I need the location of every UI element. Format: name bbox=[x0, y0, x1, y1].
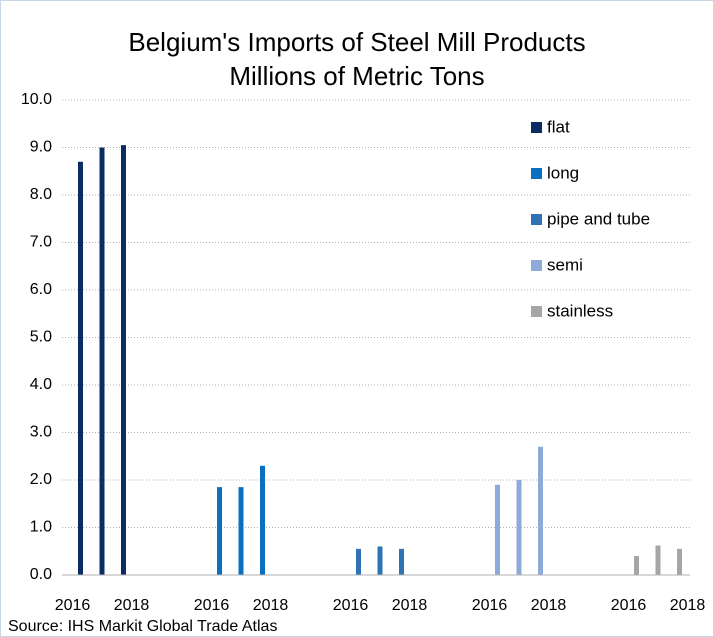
x-tick-label: 2016 bbox=[333, 597, 369, 614]
legend-label: flat bbox=[547, 117, 570, 136]
y-tick-label: 8.0 bbox=[30, 186, 52, 203]
bar bbox=[495, 484, 500, 575]
x-tick-label: 2016 bbox=[55, 597, 91, 614]
y-tick-label: 1.0 bbox=[30, 519, 52, 536]
x-tick-label: 2018 bbox=[253, 597, 289, 614]
y-tick-label: 0.0 bbox=[30, 566, 52, 583]
y-tick-label: 7.0 bbox=[30, 234, 52, 251]
x-tick-label: 2016 bbox=[472, 597, 508, 614]
legend-label: long bbox=[547, 163, 579, 182]
legend-label: stainless bbox=[547, 301, 613, 320]
legend-swatch bbox=[531, 122, 542, 133]
bar bbox=[356, 548, 361, 575]
y-tick-label: 3.0 bbox=[30, 424, 52, 441]
bar bbox=[538, 446, 543, 575]
bar bbox=[377, 546, 383, 575]
bar bbox=[634, 556, 639, 575]
chart-title: Belgium's Imports of Steel Mill Products bbox=[128, 27, 585, 57]
x-tick-label: 2018 bbox=[531, 597, 567, 614]
y-tick-label: 5.0 bbox=[30, 329, 52, 346]
bar bbox=[99, 147, 105, 575]
y-tick-label: 4.0 bbox=[30, 376, 52, 393]
source-note: Source: IHS Markit Global Trade Atlas bbox=[8, 618, 277, 635]
x-tick-label: 2016 bbox=[611, 597, 647, 614]
bar bbox=[677, 548, 682, 575]
legend-label: pipe and tube bbox=[547, 209, 650, 228]
bar bbox=[121, 145, 126, 575]
legend-label: semi bbox=[547, 255, 583, 274]
legend-swatch bbox=[531, 260, 542, 271]
legend-swatch bbox=[531, 168, 542, 179]
y-tick-label: 10.0 bbox=[21, 91, 52, 108]
bar bbox=[399, 548, 404, 575]
y-tick-label: 2.0 bbox=[30, 471, 52, 488]
bar bbox=[238, 487, 244, 575]
y-tick-label: 6.0 bbox=[30, 281, 52, 298]
x-tick-label: 2018 bbox=[392, 597, 428, 614]
x-tick-label: 2018 bbox=[114, 597, 150, 614]
bar bbox=[516, 480, 522, 575]
bar bbox=[260, 465, 265, 575]
legend-swatch bbox=[531, 214, 542, 225]
y-tick-label: 9.0 bbox=[30, 139, 52, 156]
x-tick-label: 2016 bbox=[194, 597, 230, 614]
legend-swatch bbox=[531, 306, 542, 317]
x-tick-label: 2018 bbox=[670, 597, 706, 614]
bar bbox=[655, 545, 661, 575]
bar bbox=[217, 487, 222, 575]
chart-subtitle: Millions of Metric Tons bbox=[229, 61, 484, 91]
bar bbox=[78, 161, 83, 575]
